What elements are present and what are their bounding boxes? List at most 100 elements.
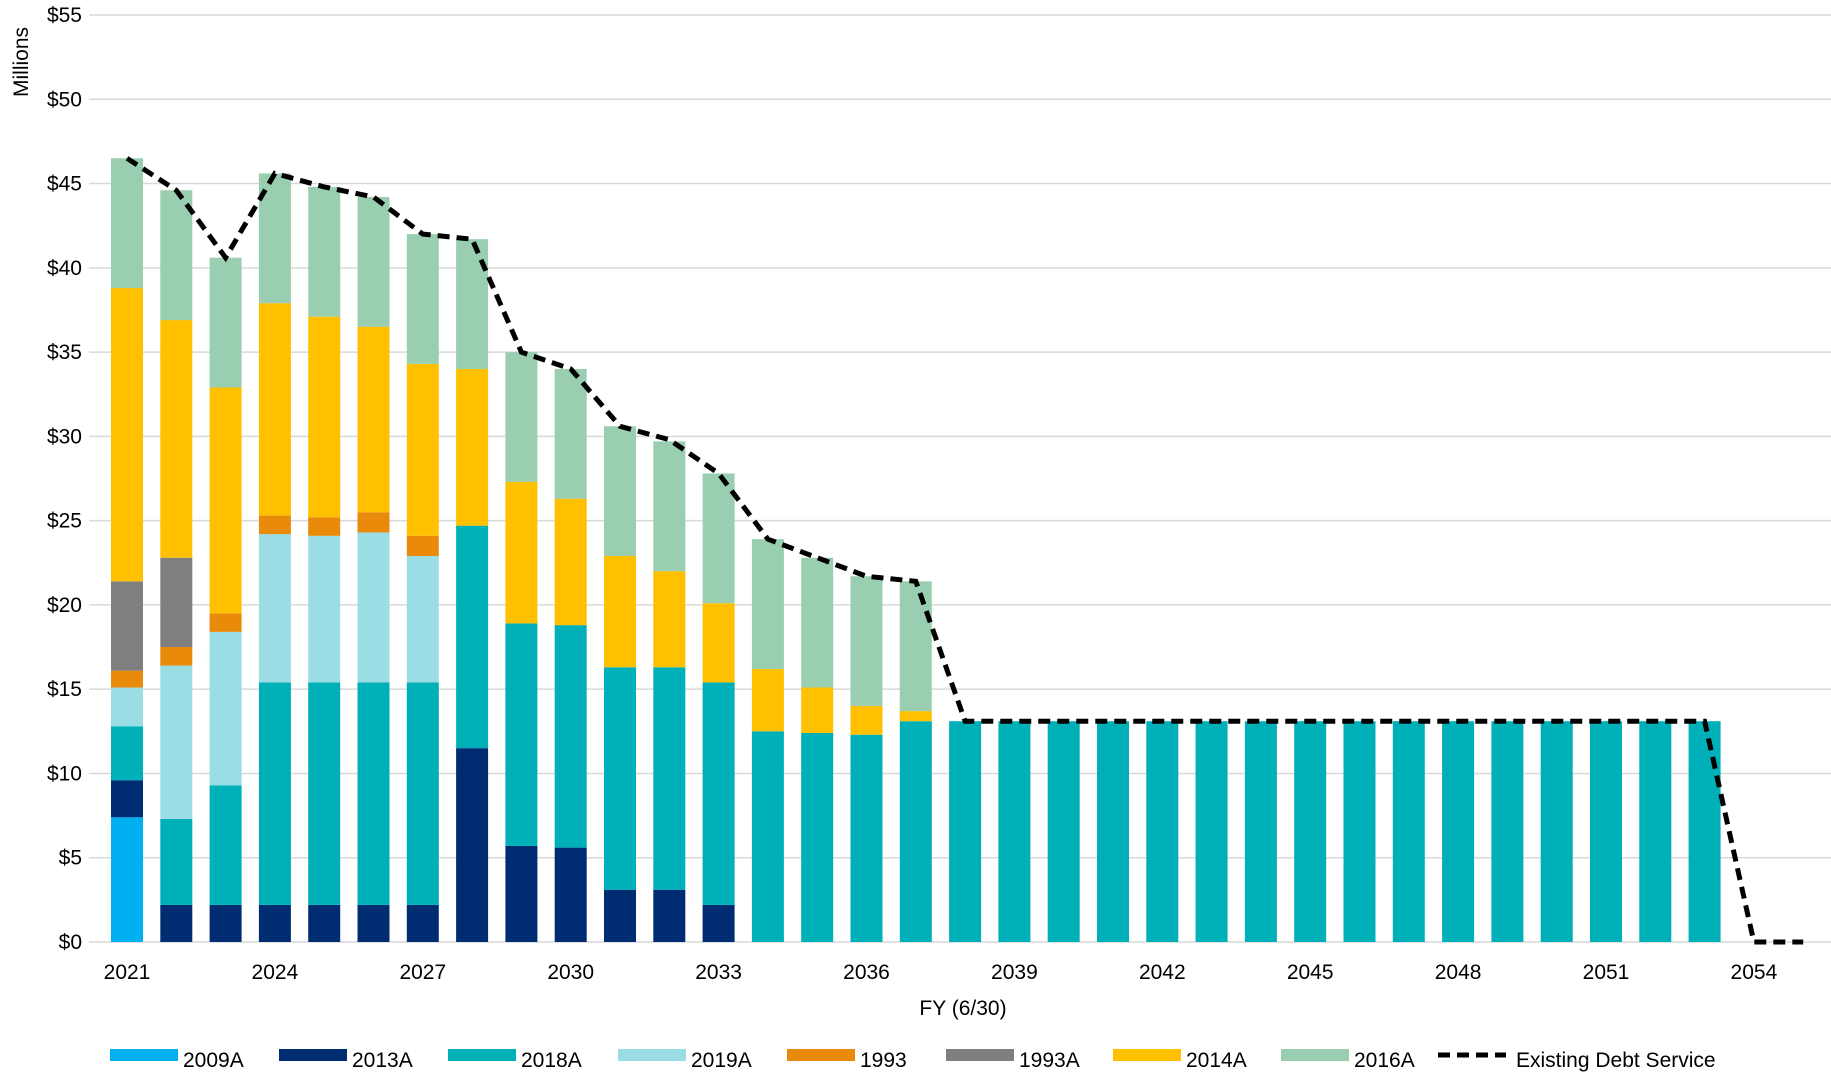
bar-segment-2013a-2022 <box>160 904 193 942</box>
bar-segment-2018a-2036 <box>850 734 883 942</box>
bar-segment-2016a-2025 <box>308 186 341 317</box>
bar-segment-1993-2026 <box>357 512 390 533</box>
debt-service-line-layer <box>125 156 1804 945</box>
bar-segment-2018a-2043 <box>1195 721 1228 942</box>
bar-segment-2016a-2032 <box>653 441 686 572</box>
bar-segment-2016a-2028 <box>456 239 489 369</box>
bar-segment-2018a-2035 <box>801 733 834 942</box>
bar-segment-2018a-2039 <box>998 721 1031 942</box>
y-tick-label: $15 <box>47 678 82 701</box>
bar-segment-2014a-2031 <box>604 556 636 668</box>
bar-segment-2009a-2021 <box>111 817 143 942</box>
bar-segment-2013a-2030 <box>554 847 587 942</box>
bar-segment-1993-2023 <box>209 613 242 632</box>
legend-label-2019a: 2019A <box>691 1049 752 1072</box>
bar-segment-2018a-2052 <box>1639 721 1672 942</box>
legend-swatch-1993 <box>787 1049 855 1061</box>
bar-segment-2014a-2029 <box>505 481 538 624</box>
x-axis-title: FY (6/30) <box>919 997 1006 1020</box>
existing-debt-service-line <box>125 156 1804 945</box>
bar-segment-2013a-2029 <box>505 845 538 942</box>
x-tick-label: 2045 <box>1287 961 1334 984</box>
bar-segment-2016a-2035 <box>801 557 834 688</box>
y-tick-label: $35 <box>47 341 82 364</box>
bar-segment-2014a-2023 <box>209 387 242 614</box>
x-tick-label: 2033 <box>695 961 742 984</box>
bar-segment-2014a-2027 <box>406 363 439 536</box>
y-tick-label: $45 <box>47 173 82 196</box>
bar-segment-2018a-2047 <box>1392 721 1425 942</box>
y-tick-label: $25 <box>47 510 82 533</box>
bar-segment-2019a-2021 <box>111 687 143 727</box>
bar-segment-2016a-2026 <box>357 197 390 327</box>
bar-segment-1993-2021 <box>111 670 143 688</box>
bar-segment-2019a-2023 <box>209 631 242 786</box>
bar-segment-2014a-2021 <box>111 288 143 582</box>
legend-swatch-2019a <box>618 1049 686 1061</box>
bar-segment-1993a-2021 <box>111 581 143 671</box>
x-tick-label: 2021 <box>104 961 151 984</box>
bar-segment-2018a-2034 <box>751 731 784 942</box>
y-tick-label: $55 <box>47 4 82 27</box>
bar-segment-2014a-2033 <box>702 603 735 683</box>
bar-segment-2014a-2035 <box>801 687 834 734</box>
bar-segment-2018a-2053 <box>1688 721 1721 942</box>
bar-segment-2018a-2041 <box>1097 721 1129 942</box>
stacked-bars <box>111 158 1721 942</box>
bar-segment-2014a-2034 <box>751 668 784 732</box>
bar-segment-2018a-2022 <box>160 818 193 905</box>
legend-label-existing-debt-service: Existing Debt Service <box>1516 1049 1716 1072</box>
bar-segment-2019a-2022 <box>160 665 193 819</box>
bar-segment-2014a-2028 <box>456 368 489 526</box>
x-tick-label: 2036 <box>843 961 890 984</box>
bar-segment-2018a-2037 <box>899 721 932 942</box>
x-tick-label: 2039 <box>991 961 1038 984</box>
bar-segment-2016a-2021 <box>111 158 143 289</box>
bar-segment-2018a-2046 <box>1343 721 1376 942</box>
legend-swatch-1993a <box>946 1049 1014 1061</box>
x-tick-label: 2054 <box>1731 961 1778 984</box>
bar-segment-1993a-2022 <box>160 557 193 648</box>
legend-label-1993: 1993 <box>860 1049 907 1072</box>
bar-segment-2019a-2027 <box>406 556 439 683</box>
bar-segment-2019a-2024 <box>258 534 291 683</box>
bar-segment-2014a-2030 <box>554 498 587 626</box>
legend-label-2018a: 2018A <box>521 1049 582 1072</box>
bar-segment-2016a-2030 <box>554 368 587 499</box>
legend-swatch-2018a <box>448 1049 516 1061</box>
bar-segment-1993-2022 <box>160 647 193 666</box>
bar-segment-1993-2025 <box>308 517 341 536</box>
legend-swatch-2013a <box>279 1049 347 1061</box>
bar-segment-2013a-2028 <box>456 748 489 942</box>
bar-segment-2018a-2029 <box>505 623 538 846</box>
bar-segment-2013a-2026 <box>357 904 390 942</box>
bar-segment-2019a-2026 <box>357 532 390 683</box>
bar-segment-2018a-2033 <box>702 682 735 905</box>
bar-segment-2014a-2025 <box>308 316 341 518</box>
bar-segment-2018a-2045 <box>1294 721 1327 942</box>
bar-segment-2018a-2032 <box>653 667 686 890</box>
bar-segment-2013a-2027 <box>406 904 439 942</box>
bar-segment-2018a-2031 <box>604 667 636 890</box>
bar-segment-2018a-2042 <box>1146 721 1179 942</box>
bar-segment-2018a-2030 <box>554 625 587 848</box>
y-tick-label: $30 <box>47 425 82 448</box>
bar-segment-2018a-2025 <box>308 682 341 905</box>
legend-label-2013a: 2013A <box>352 1049 413 1072</box>
bar-segment-2018a-2024 <box>258 682 291 905</box>
bar-segment-1993-2024 <box>258 515 291 535</box>
bar-segment-2013a-2033 <box>702 904 735 942</box>
y-tick-label: $40 <box>47 257 82 280</box>
y-axis-title: Millions <box>10 27 33 97</box>
bar-segment-2014a-2026 <box>357 326 390 513</box>
legend: 2009A 2013A 2018A 2019A 1993 1993A 2014A 2016A E… <box>110 1049 1716 1072</box>
bar-segment-2016a-2034 <box>751 539 784 669</box>
bar-segment-2018a-2050 <box>1540 721 1573 942</box>
bar-segment-2016a-2029 <box>505 352 538 482</box>
bar-segment-2013a-2024 <box>258 904 291 942</box>
legend-swatch-2009a <box>110 1049 178 1061</box>
bar-segment-2016a-2037 <box>899 581 932 712</box>
x-axis-ticks: 2021 2024 2027 2030 2033 2036 2039 2042 2045 2048… <box>104 961 1778 984</box>
y-tick-label: $20 <box>47 594 82 617</box>
